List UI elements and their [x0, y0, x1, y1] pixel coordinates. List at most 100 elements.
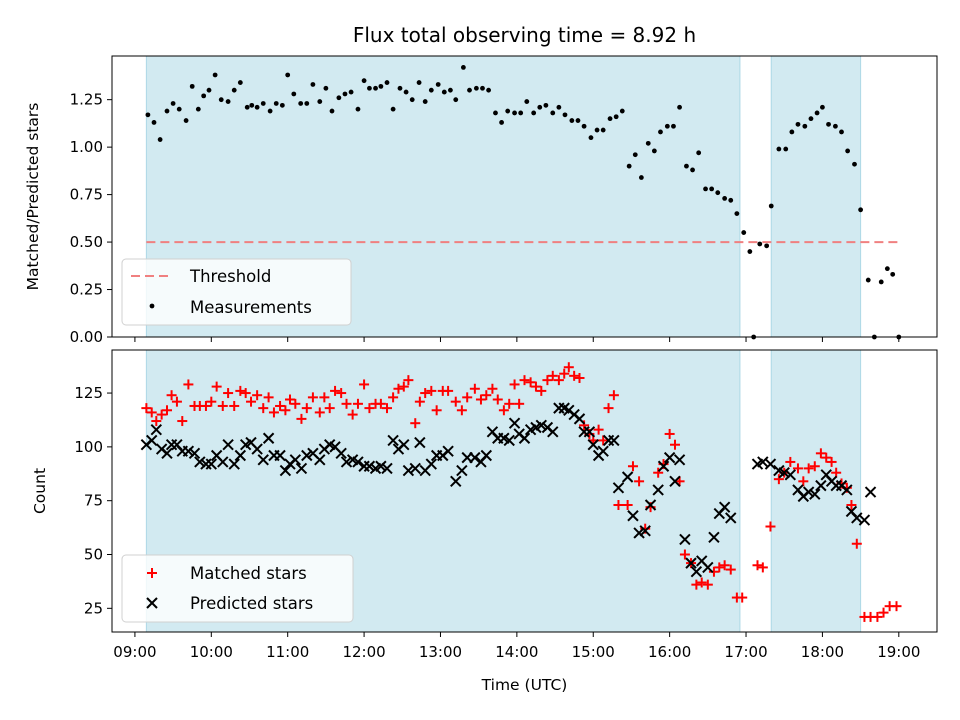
- predicted-star-point: [652, 484, 664, 496]
- measurement-point: [342, 91, 348, 97]
- matched-star-point: [536, 385, 547, 396]
- measurement-point: [677, 104, 682, 110]
- matched-star-point: [301, 403, 312, 414]
- matched-star-point: [785, 456, 796, 467]
- matched-star-point: [375, 398, 386, 409]
- measurement-point: [852, 161, 857, 167]
- measurement-point: [820, 104, 825, 110]
- predicted-star-point: [669, 475, 681, 488]
- predicted-star-point: [690, 566, 703, 578]
- measurement-point: [378, 83, 384, 89]
- measurement-point: [304, 101, 310, 106]
- bottom-x-tick-label: 17:00: [724, 643, 767, 661]
- measurement-point: [878, 279, 884, 285]
- top-shaded-interval: [770, 55, 862, 338]
- matched-star-point: [525, 377, 536, 388]
- measurement-point: [493, 110, 498, 116]
- top-legend: Threshold Measurements: [121, 258, 352, 326]
- predicted-star-point: [639, 525, 651, 537]
- predicted-star-point: [188, 447, 201, 460]
- matched-star-point: [359, 379, 370, 390]
- matched-star-point: [211, 381, 222, 392]
- predicted-star-point: [414, 436, 426, 449]
- matched-star-point: [504, 398, 515, 409]
- matched-star-point: [691, 579, 702, 590]
- matched-star-point: [426, 385, 437, 396]
- matched-star-point: [563, 362, 574, 373]
- predicted-star-point: [228, 458, 240, 470]
- matched-star-point: [815, 448, 826, 459]
- matched-star-point: [519, 375, 530, 386]
- predicted-star-point: [663, 451, 676, 464]
- bottom-y-tick-label: 50: [84, 546, 103, 564]
- measurement-point: [267, 108, 273, 114]
- bottom-panel: 25 50 75 100 125 09:00 10:00 11:00 12:00 13:00 14…: [31, 349, 938, 694]
- predicted-star-point: [314, 454, 326, 466]
- measurement-point: [776, 146, 782, 152]
- matched-star-point: [223, 388, 234, 399]
- measurement-point: [747, 249, 753, 254]
- measurement-point: [298, 101, 304, 106]
- matched-star-point: [284, 394, 295, 405]
- matched-star-point: [773, 474, 784, 485]
- measurement-point: [690, 167, 695, 173]
- predicted-star-point: [708, 531, 720, 543]
- matched-star-point: [622, 499, 633, 510]
- measurement-point: [890, 271, 896, 277]
- matched-star-point: [431, 405, 442, 416]
- predicted-star-point: [573, 413, 586, 425]
- predicted-star-point: [612, 482, 625, 494]
- measurement-point: [626, 163, 632, 169]
- measurement-point: [336, 95, 342, 101]
- predicted-star-point: [442, 445, 454, 457]
- measurement-point: [789, 129, 795, 135]
- matched-star-point: [714, 562, 725, 573]
- matched-star-point: [803, 463, 814, 474]
- predicted-star-point: [251, 443, 263, 455]
- predicted-star-point: [702, 561, 714, 574]
- measurement-point: [833, 123, 838, 129]
- measurement-point: [581, 123, 587, 129]
- measurement-point: [814, 110, 820, 116]
- measurement-point: [839, 129, 844, 135]
- measurement-point: [416, 80, 422, 85]
- matched-star-point: [821, 452, 832, 463]
- predicted-star-point: [627, 510, 639, 522]
- predicted-star-point: [679, 533, 691, 546]
- matched-star-point: [613, 499, 624, 510]
- matched-star-point: [403, 375, 414, 386]
- matched-star-point: [410, 418, 421, 429]
- matched-star-point: [393, 383, 404, 394]
- matched-star-point: [171, 396, 182, 407]
- matched-star-point: [475, 394, 486, 405]
- matched-star-point: [725, 564, 736, 575]
- predicted-star-point: [841, 484, 853, 496]
- measurement-point: [291, 91, 297, 97]
- matched-star-point: [388, 392, 399, 403]
- matched-star-point: [579, 420, 590, 431]
- measurement-point: [157, 137, 163, 142]
- predicted-star-point: [718, 501, 731, 513]
- measurement-point: [569, 118, 575, 123]
- predicted-star-point: [375, 460, 387, 472]
- bottom-y-tick-label: 25: [84, 599, 103, 617]
- measurement-point: [588, 135, 594, 141]
- predicted-star-point: [608, 434, 620, 447]
- measurement-point: [329, 108, 335, 114]
- measurement-point: [206, 87, 212, 93]
- measurement-point: [310, 82, 316, 87]
- bottom-legend: Matched stars Predicted stars: [121, 554, 354, 623]
- matched-star-point: [737, 592, 748, 603]
- bottom-x-tick-label: 18:00: [801, 643, 844, 661]
- matched-star-point: [166, 390, 177, 401]
- legend-matched-label: Matched stars: [190, 564, 307, 583]
- predicted-star-point: [450, 475, 462, 488]
- measurement-point: [703, 186, 708, 192]
- measurement-point: [176, 106, 182, 112]
- matched-star-point: [275, 400, 286, 411]
- predicted-star-point: [217, 456, 229, 468]
- matched-star-point: [809, 461, 820, 472]
- measurement-point: [323, 85, 329, 91]
- chart-title: Flux total observing time = 8.92 h: [353, 23, 696, 47]
- matched-star-point: [481, 390, 492, 401]
